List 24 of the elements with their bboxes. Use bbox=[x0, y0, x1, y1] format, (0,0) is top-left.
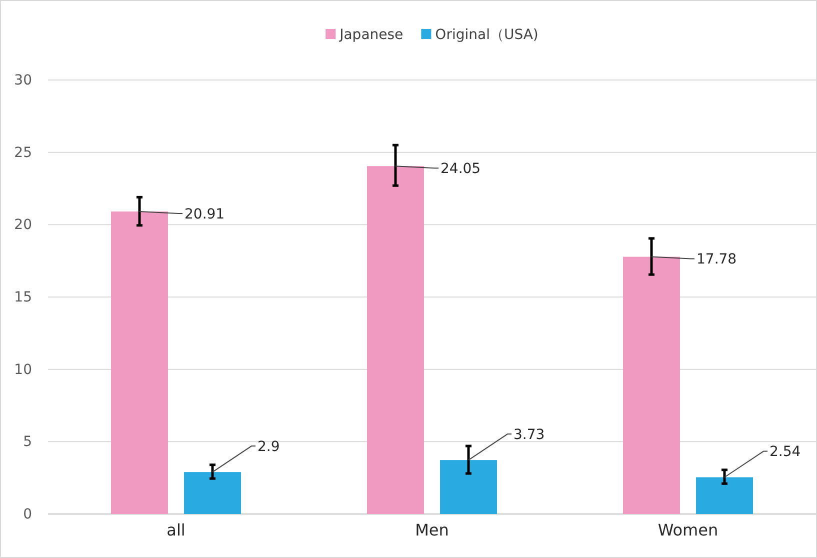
data-label: 2.54 bbox=[770, 444, 801, 460]
data-label: 17.78 bbox=[696, 252, 737, 268]
legend-label: Original（USA) bbox=[435, 26, 538, 43]
data-label: 20.91 bbox=[184, 206, 225, 222]
y-tick-label: 10 bbox=[14, 362, 32, 378]
bar bbox=[111, 212, 168, 514]
bar bbox=[184, 472, 241, 514]
y-tick-label: 15 bbox=[14, 289, 32, 306]
y-tick-label: 0 bbox=[23, 506, 32, 522]
y-tick-label: 25 bbox=[14, 144, 32, 161]
x-tick-label: all bbox=[166, 520, 186, 540]
data-label: 3.73 bbox=[514, 426, 545, 443]
y-tick-label: 5 bbox=[23, 434, 32, 450]
bar bbox=[696, 477, 753, 514]
y-tick-label: 20 bbox=[14, 217, 32, 234]
y-tick-label: 30 bbox=[14, 72, 32, 88]
data-label: 24.05 bbox=[440, 160, 481, 177]
data-label: 2.9 bbox=[258, 438, 280, 455]
bar bbox=[440, 460, 497, 514]
x-tick-label: Men bbox=[415, 520, 449, 540]
legend-label: Japanese bbox=[338, 26, 404, 43]
bar bbox=[623, 256, 680, 514]
bar bbox=[367, 166, 424, 514]
x-tick-label: Women bbox=[658, 520, 718, 540]
